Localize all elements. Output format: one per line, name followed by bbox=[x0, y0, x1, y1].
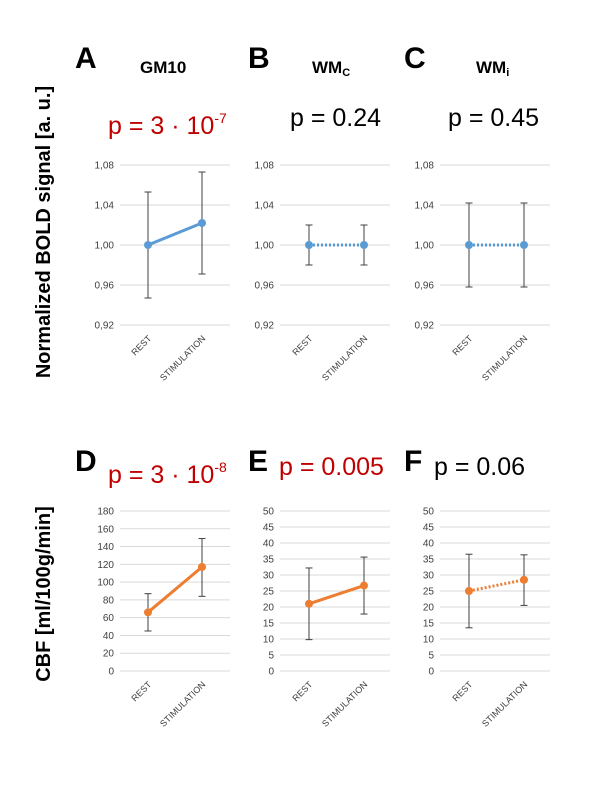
chart-c-y-tick-label: 1,04 bbox=[415, 201, 435, 212]
chart-e-y-tick-label: 45 bbox=[263, 523, 275, 534]
chart-b-point-stimulation bbox=[360, 241, 368, 249]
chart-d-y-tick-label: 80 bbox=[103, 595, 115, 606]
chart-e-y-tick-label: 15 bbox=[263, 619, 275, 630]
chart-a-series-line bbox=[147, 221, 203, 247]
chart-f-y-tick-label: 50 bbox=[423, 507, 435, 518]
chart-e-series-line bbox=[308, 584, 365, 606]
chart-a-y-tick-label: 1,08 bbox=[95, 161, 115, 172]
chart-d-y-tick-label: 120 bbox=[97, 560, 114, 571]
chart-d-y-tick-label: 0 bbox=[108, 667, 114, 678]
chart-e-point-rest bbox=[305, 599, 313, 608]
chart-b-y-tick-label: 1,04 bbox=[255, 201, 275, 212]
chart-b-point-rest bbox=[305, 241, 313, 249]
chart-a-y-tick-label: 0,96 bbox=[95, 281, 115, 292]
chart-c-point-stimulation bbox=[520, 241, 528, 249]
chart-d-y-tick-label: 140 bbox=[97, 542, 114, 553]
chart-e-y-tick-label: 35 bbox=[263, 555, 275, 566]
p-value-f: p = 0.06 bbox=[434, 453, 526, 481]
chart-a-point-stimulation bbox=[198, 219, 206, 227]
chart-f-y-tick-label: 20 bbox=[423, 603, 435, 614]
chart-f-y-tick-label: 40 bbox=[423, 539, 435, 550]
chart-e-y-tick-label: 5 bbox=[268, 651, 274, 662]
chart-b-y-tick-label: 1,08 bbox=[255, 161, 275, 172]
chart-f-y-tick-label: 15 bbox=[423, 619, 435, 630]
panel-letter-e: E bbox=[248, 445, 269, 478]
panel-letter-a: A bbox=[75, 42, 97, 75]
chart-f-y-tick-label: 5 bbox=[428, 651, 434, 662]
panel-letter-d: D bbox=[75, 445, 97, 478]
panel-letter-f: F bbox=[404, 445, 423, 478]
chart-a-y-tick-label: 1,00 bbox=[95, 241, 115, 252]
chart-f-y-tick-label: 10 bbox=[423, 635, 435, 646]
p-value-d: p = 3 · 10-8 bbox=[108, 459, 227, 489]
chart-b-y-tick-label: 1,00 bbox=[255, 241, 275, 252]
chart-f-y-tick-label: 35 bbox=[423, 555, 435, 566]
chart-e-y-tick-label: 40 bbox=[263, 539, 275, 550]
chart-e-y-tick-label: 0 bbox=[268, 667, 274, 678]
chart-f-x-tick-label: REST bbox=[450, 679, 474, 703]
chart-e-y-tick-label: 20 bbox=[263, 603, 275, 614]
chart-e-y-tick-label: 25 bbox=[263, 587, 275, 598]
chart-c-y-tick-label: 1,08 bbox=[415, 161, 435, 172]
chart-d-y-tick-label: 180 bbox=[97, 507, 114, 518]
p-value-c: p = 0.45 bbox=[448, 104, 540, 132]
region-title-wmc: WMC bbox=[312, 58, 351, 79]
chart-f-point-rest bbox=[465, 587, 473, 595]
chart-d-y-tick-label: 160 bbox=[97, 524, 114, 535]
p-value-b: p = 0.24 bbox=[290, 104, 382, 132]
chart-f-series-line bbox=[468, 578, 525, 593]
chart-f-point-stimulation bbox=[520, 575, 528, 584]
chart-b-y-tick-label: 0,92 bbox=[255, 321, 275, 332]
chart-d-point-stimulation bbox=[198, 563, 206, 571]
chart-a-y-tick-label: 0,92 bbox=[95, 321, 115, 332]
chart-f-y-tick-label: 45 bbox=[423, 523, 435, 534]
chart-e-point-stimulation bbox=[360, 581, 368, 590]
chart-f-y-tick-label: 30 bbox=[423, 571, 435, 582]
chart-d-y-tick-label: 20 bbox=[103, 649, 115, 660]
chart-e-y-tick-label: 10 bbox=[263, 635, 275, 646]
chart-c-point-rest bbox=[465, 241, 473, 249]
panel-letter-b: B bbox=[248, 42, 270, 75]
p-value-a: p = 3 · 10-7 bbox=[108, 110, 227, 140]
chart-d-y-tick-label: 60 bbox=[103, 613, 115, 624]
chart-d-y-tick-label: 100 bbox=[97, 578, 114, 589]
region-title-gm10: GM10 bbox=[140, 58, 187, 77]
chart-c-y-tick-label: 0,92 bbox=[415, 321, 435, 332]
chart-d-point-rest bbox=[144, 608, 152, 617]
chart-d-y-tick-label: 40 bbox=[103, 631, 115, 642]
chart-b-y-tick-label: 0,96 bbox=[255, 281, 275, 292]
chart-c-y-tick-label: 1,00 bbox=[415, 241, 435, 252]
chart-a-y-tick-label: 1,04 bbox=[95, 201, 115, 212]
chart-e-y-tick-label: 30 bbox=[263, 571, 275, 582]
chart-f-y-tick-label: 0 bbox=[428, 667, 434, 678]
panel-letter-c: C bbox=[404, 42, 426, 75]
chart-a-point-rest bbox=[144, 241, 152, 249]
region-title-wmi: WMi bbox=[476, 58, 510, 79]
chart-f-y-tick-label: 25 bbox=[423, 587, 435, 598]
chart-f-x-tick-label: STIMULATION bbox=[480, 679, 529, 728]
p-value-e: p = 0.005 bbox=[279, 453, 384, 481]
chart-d-series-line bbox=[147, 565, 203, 614]
chart-c-y-tick-label: 0,96 bbox=[415, 281, 435, 292]
chart-e-y-tick-label: 50 bbox=[263, 507, 275, 518]
